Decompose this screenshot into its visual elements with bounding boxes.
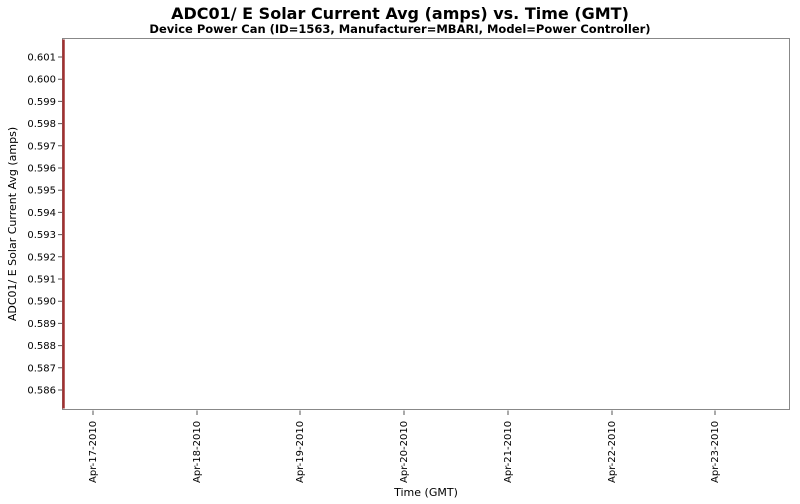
- x-tick-marks: [92, 410, 716, 415]
- x-axis-label: Time (GMT): [393, 486, 458, 499]
- y-tick-label: 0.591: [27, 275, 56, 286]
- y-tick-label: 0.597: [27, 141, 56, 152]
- y-tick-label: 0.593: [27, 230, 56, 241]
- x-tick-label: Apr-21-2010: [503, 421, 514, 483]
- x-tick-label: Apr-23-2010: [710, 421, 721, 483]
- y-tick-label: 0.596: [27, 164, 56, 175]
- plot-area: [62, 38, 790, 410]
- y-tick-label: 0.599: [27, 97, 56, 108]
- y-axis-label: ADC01/ E Solar Current Avg (amps): [6, 127, 19, 321]
- chart-title: ADC01/ E Solar Current Avg (amps) vs. Ti…: [171, 4, 629, 23]
- y-tick-label: 0.586: [27, 386, 56, 397]
- y-tick-label: 0.592: [27, 252, 56, 263]
- y-tick-label: 0.595: [27, 186, 56, 197]
- x-tick-label: Apr-17-2010: [88, 421, 99, 483]
- y-tick-label: 0.589: [27, 319, 56, 330]
- y-tick-label: 0.587: [27, 363, 56, 374]
- y-tick-label: 0.600: [27, 75, 56, 86]
- y-tick-label: 0.598: [27, 119, 56, 130]
- y-tick-label: 0.601: [27, 53, 56, 64]
- x-tick-label: Apr-19-2010: [295, 421, 306, 483]
- chart-subtitle: Device Power Can (ID=1563, Manufacturer=…: [149, 22, 650, 36]
- x-tick-label: Apr-22-2010: [607, 421, 618, 483]
- x-tick-label: Apr-18-2010: [192, 421, 203, 483]
- y-tick-label: 0.588: [27, 341, 56, 352]
- y-tick-label: 0.590: [27, 297, 56, 308]
- x-tick-label: Apr-20-2010: [399, 421, 410, 483]
- y-tick-marks: [58, 56, 62, 391]
- y-tick-label: 0.594: [27, 208, 56, 219]
